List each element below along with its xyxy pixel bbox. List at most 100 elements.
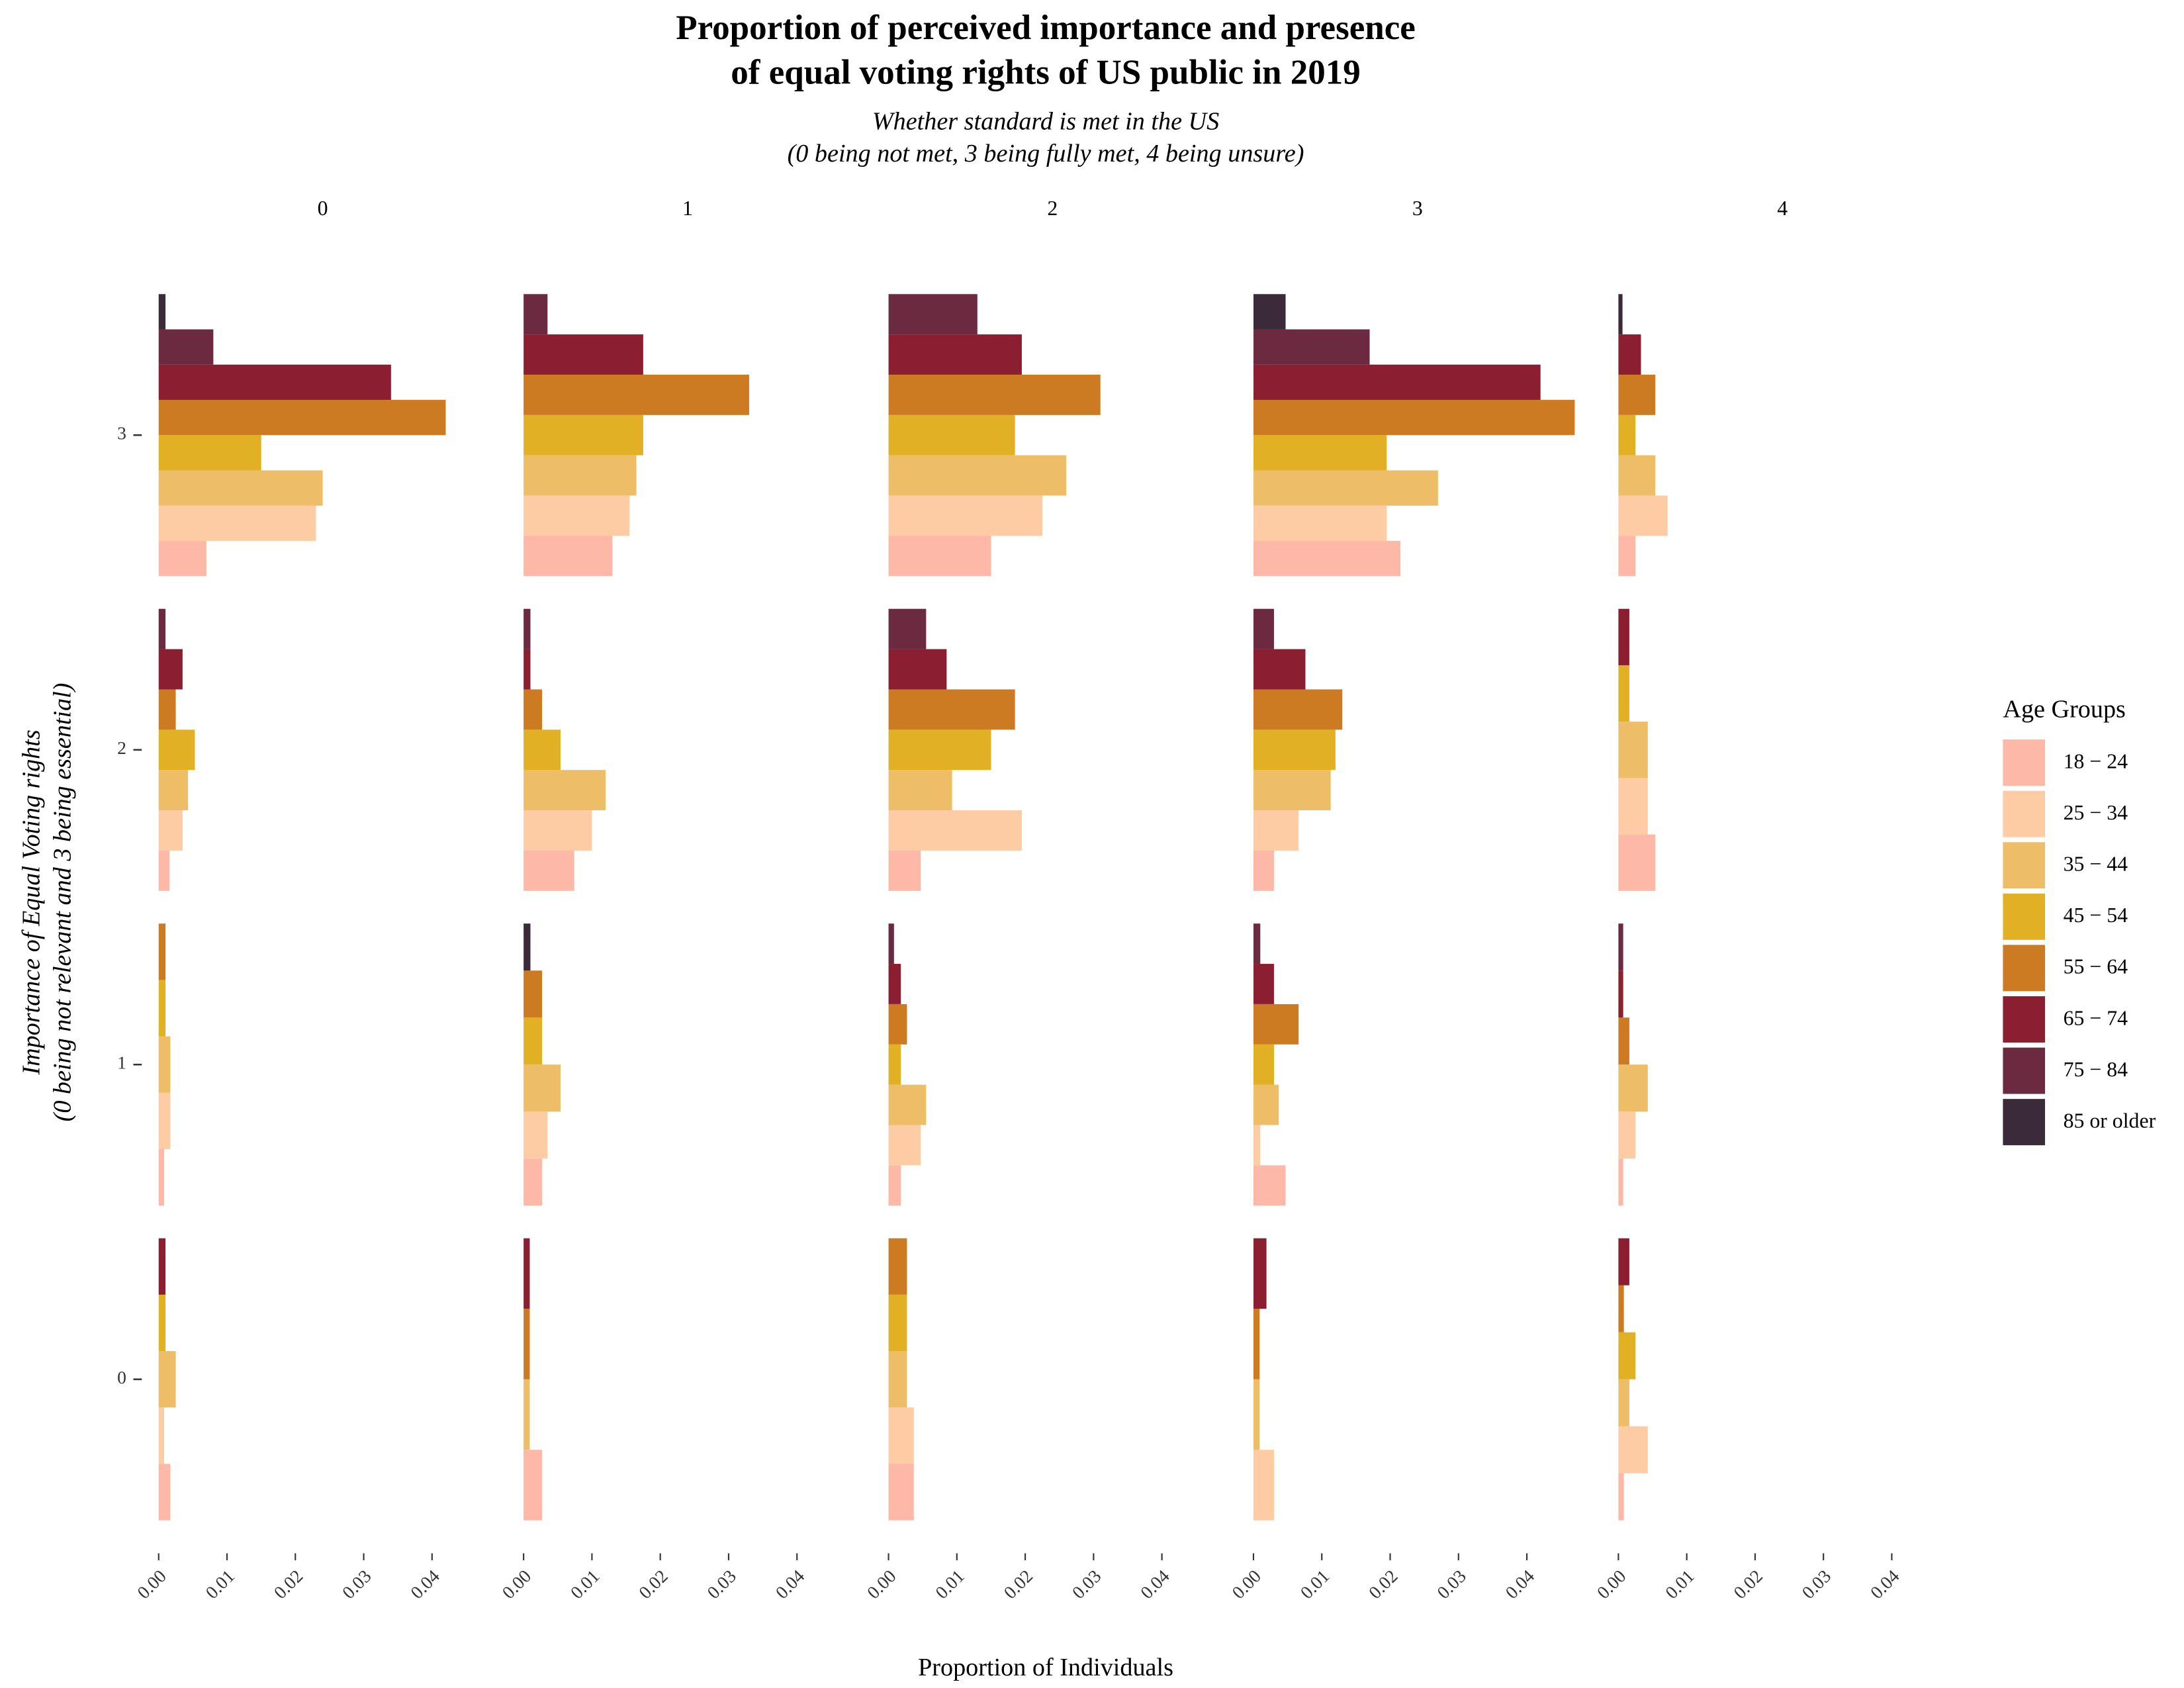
legend-title: Age Groups (2003, 695, 2126, 723)
bar (523, 850, 574, 891)
bar (158, 329, 214, 365)
x-tick-label: 0.00 (1593, 1566, 1630, 1603)
bar (1253, 1125, 1261, 1166)
bar (158, 729, 195, 771)
bar (888, 608, 927, 649)
bar (158, 470, 323, 506)
bar (1618, 334, 1641, 375)
legend-label: 85 or older (2064, 1109, 2156, 1132)
bar (1253, 649, 1306, 690)
legend-swatch (2003, 1047, 2046, 1094)
bar (1253, 1004, 1299, 1045)
bar (1253, 1044, 1274, 1085)
bar (888, 1351, 907, 1408)
bar (523, 495, 630, 536)
bar (1618, 778, 1648, 835)
bar (158, 364, 391, 400)
bar (1253, 1238, 1267, 1309)
bar (888, 649, 947, 690)
bar (158, 810, 183, 851)
x-tick-label: 0.03 (338, 1566, 375, 1603)
bar (1253, 1450, 1274, 1521)
bar (1618, 294, 1623, 335)
bar (158, 689, 176, 730)
legend-swatch (2003, 996, 2046, 1043)
x-tick-label: 0.04 (406, 1566, 443, 1603)
bar (888, 375, 1101, 415)
chart-subtitle: (0 being not met, 3 being fully met, 4 b… (788, 140, 1304, 167)
bar (888, 689, 1015, 730)
bar (158, 1092, 171, 1150)
bar (888, 850, 921, 891)
bar (888, 414, 1015, 455)
bar (888, 1407, 914, 1464)
bar (1253, 770, 1331, 811)
facet-label: 1 (682, 197, 693, 220)
bar (888, 455, 1067, 496)
legend-label: 45 − 54 (2064, 904, 2128, 927)
bar (523, 334, 643, 375)
x-axis-title: Proportion of Individuals (918, 1654, 1173, 1681)
bar (1618, 1064, 1648, 1112)
bar (1253, 435, 1387, 471)
bar (888, 923, 894, 964)
bar (158, 649, 183, 690)
bar (523, 770, 606, 811)
bar (158, 1407, 164, 1464)
bar (1253, 1379, 1260, 1450)
bar (158, 1464, 171, 1521)
bar (523, 1064, 561, 1112)
y-tick-label: 1 (117, 1053, 126, 1073)
bar (1618, 608, 1629, 665)
bar (888, 1004, 907, 1045)
bar (1618, 970, 1623, 1018)
bar (888, 964, 901, 1004)
x-tick-label: 0.04 (1136, 1566, 1173, 1603)
x-tick-label: 0.01 (567, 1566, 604, 1603)
bar (1253, 505, 1387, 541)
bar (1618, 1017, 1629, 1065)
legend-swatch (2003, 1099, 2046, 1146)
bar (888, 729, 991, 771)
x-tick-label: 0.03 (1797, 1566, 1835, 1603)
bar (1253, 1165, 1286, 1206)
x-tick-label: 0.00 (863, 1566, 900, 1603)
bar (1253, 541, 1401, 577)
bar (888, 334, 1022, 375)
bar (523, 923, 531, 971)
bar (1253, 689, 1343, 730)
bar (523, 1111, 548, 1159)
bar (888, 294, 978, 335)
legend-label: 35 − 44 (2064, 853, 2128, 876)
legend-swatch (2003, 739, 2046, 786)
bar (888, 1238, 907, 1295)
x-tick-label: 0.01 (1661, 1566, 1698, 1603)
bar (523, 1309, 530, 1380)
bar (1618, 414, 1636, 455)
legend-label: 65 − 74 (2064, 1006, 2128, 1029)
chart-title: of equal voting rights of US public in 2… (731, 54, 1360, 92)
bar (158, 923, 166, 980)
bar (523, 649, 531, 690)
bar (1253, 400, 1575, 436)
bar (1618, 923, 1623, 971)
x-tick-label: 0.01 (1296, 1566, 1333, 1603)
x-tick-label: 0.02 (1365, 1566, 1402, 1603)
bar (888, 1165, 901, 1206)
legend-label: 75 − 84 (2064, 1058, 2128, 1081)
x-tick-label: 0.02 (269, 1566, 306, 1603)
bar (1618, 1426, 1648, 1474)
bar (1253, 1309, 1260, 1380)
bar (158, 980, 166, 1037)
bar (888, 810, 1022, 851)
x-tick-label: 0.04 (1866, 1566, 1903, 1603)
bar (1618, 1473, 1624, 1521)
y-tick-label: 3 (117, 423, 126, 444)
bar (523, 608, 531, 649)
x-tick-label: 0.00 (133, 1566, 170, 1603)
bar (523, 1379, 530, 1450)
facet-label: 0 (318, 197, 328, 220)
x-tick-label: 0.03 (1433, 1566, 1470, 1603)
